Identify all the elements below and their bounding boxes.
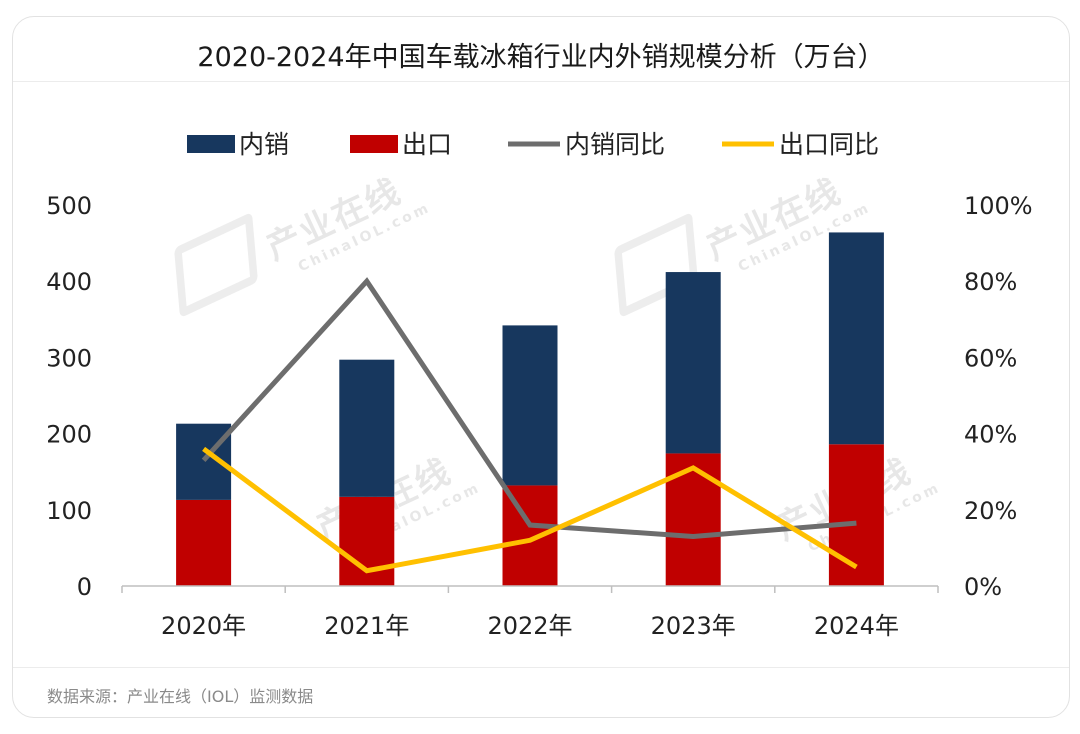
x-tick-label: 2024年 [814, 612, 899, 640]
y-tick-label: 200 [46, 421, 92, 449]
source-note: 数据来源：产业在线（IOL）监测数据 [47, 687, 314, 706]
x-tick-label: 2021年 [324, 612, 409, 640]
x-tick-label: 2020年 [161, 612, 246, 640]
legend-label: 内销 [239, 130, 289, 159]
footer-divider [13, 667, 1069, 668]
y2-tick-label: 0% [964, 573, 1002, 601]
y2-tick-label: 60% [964, 344, 1017, 372]
bar-domestic [665, 272, 721, 454]
y-axis-left: 0 100 200 300 400 500 [46, 192, 92, 601]
x-tick-label: 2022年 [487, 612, 572, 640]
y-axis-right: 0% 20% 40% 60% 80% 100% [964, 192, 1033, 601]
title-divider [13, 81, 1069, 82]
x-axis: 2020年 2021年 2022年 2023年 2024年 [121, 585, 939, 640]
line-export-yoy [202, 446, 858, 574]
legend-swatch [187, 135, 235, 153]
bar-domestic [339, 359, 395, 497]
legend: 内销 出口 内销同比 出口同比 [187, 130, 879, 159]
bar-domestic [828, 232, 884, 445]
y2-tick-label: 80% [964, 268, 1017, 296]
y-tick-label: 300 [46, 344, 92, 372]
lines [201, 277, 858, 574]
bar-export [665, 453, 721, 586]
bar-export [828, 444, 884, 586]
bars [176, 232, 884, 586]
bar-export [176, 499, 232, 586]
line-domestic-yoy [201, 277, 857, 539]
y-tick-label: 500 [46, 192, 92, 220]
x-tick-label: 2023年 [651, 612, 736, 640]
bar-export [502, 485, 558, 586]
legend-label: 内销同比 [565, 130, 665, 159]
y-tick-label: 0 [77, 573, 92, 601]
y2-tick-label: 40% [964, 421, 1017, 449]
y-tick-label: 100 [46, 497, 92, 525]
y2-tick-label: 100% [964, 192, 1033, 220]
y2-tick-label: 20% [964, 497, 1017, 525]
legend-label: 出口 [402, 130, 452, 159]
legend-swatch [350, 135, 398, 153]
bar-domestic [502, 325, 558, 486]
chart-title: 2020-2024年中国车载冰箱行业内外销规模分析（万台） [197, 42, 885, 73]
legend-label: 出口同比 [779, 130, 879, 159]
y-tick-label: 400 [46, 268, 92, 296]
